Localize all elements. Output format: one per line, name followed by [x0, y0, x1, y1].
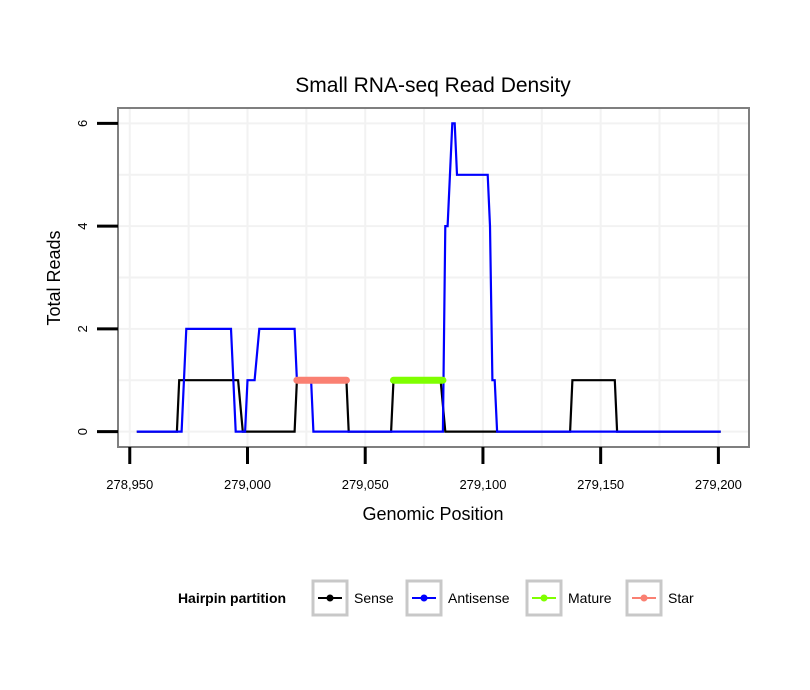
legend-item-sense: Sense — [311, 579, 394, 617]
y-tick-label: 4 — [75, 223, 90, 230]
legend-key-dot — [640, 594, 648, 602]
y-tick-label: 0 — [75, 428, 90, 435]
legend-label: Mature — [568, 590, 612, 606]
grid — [118, 108, 749, 447]
x-axis-label: Genomic Position — [362, 504, 503, 524]
axes: 278,950 279,000 279,050 279,100 279,150 279,2… — [75, 120, 742, 492]
legend-label: Sense — [354, 590, 394, 606]
x-tick-label: 279,050 — [342, 477, 389, 492]
chart-title: Small RNA-seq Read Density — [295, 74, 571, 97]
legend-label: Star — [668, 590, 694, 606]
x-tick-label: 279,100 — [459, 477, 506, 492]
legend-item-star: Star — [625, 579, 694, 617]
x-tick-label: 279,000 — [224, 477, 271, 492]
y-axis-label: Total Reads — [44, 230, 64, 325]
legend-key-dot — [540, 594, 548, 602]
y-tick-label: 6 — [75, 120, 90, 127]
legend-label: Antisense — [448, 590, 510, 606]
x-tick-label: 278,950 — [106, 477, 153, 492]
legend-key-dot — [420, 594, 428, 602]
series-line-sense — [136, 379, 721, 433]
legend-item-antisense: Antisense — [405, 579, 510, 617]
plot-panel — [117, 107, 750, 448]
legend-item-mature: Mature — [525, 579, 612, 617]
y-tick-label: 2 — [75, 325, 90, 332]
x-tick-label: 279,150 — [577, 477, 624, 492]
legend-key-dot — [326, 594, 334, 602]
legend-title: Hairpin partition — [178, 590, 286, 606]
x-tick-label: 279,200 — [695, 477, 742, 492]
legend: Hairpin partition Sense Antisense Mature St… — [178, 579, 694, 617]
series-line-antisense — [136, 122, 721, 433]
series — [136, 122, 721, 433]
